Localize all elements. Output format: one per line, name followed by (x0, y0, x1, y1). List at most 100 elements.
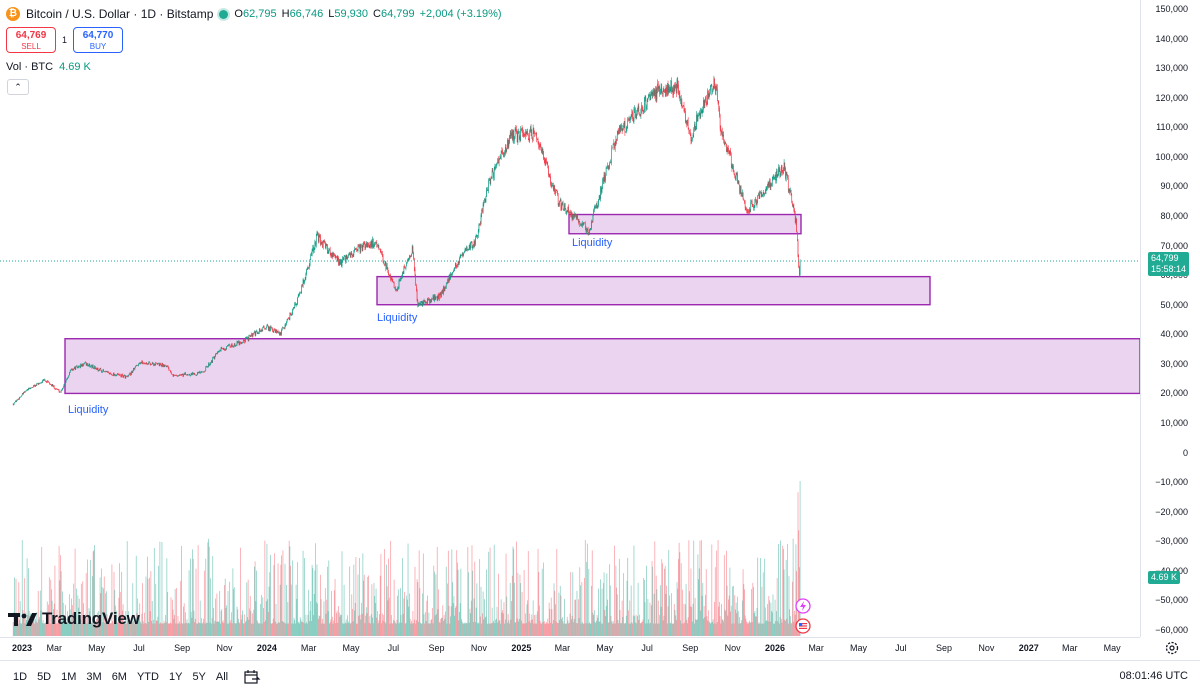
candle-body (147, 363, 148, 365)
candle-body (106, 371, 108, 373)
sell-button[interactable]: 64,769 SELL (6, 27, 56, 53)
volume-bar (368, 622, 370, 636)
clock-timezone[interactable]: 08:01:46 UTC (1119, 670, 1188, 682)
candle-body (535, 132, 537, 134)
candle-body (416, 290, 418, 301)
candle-body (646, 100, 648, 107)
candle-body (60, 390, 62, 393)
range-all-button[interactable]: All (215, 670, 229, 683)
price-axis[interactable]: 150,000 140,000 130,000 120,000 110,000 100,0… (1140, 0, 1200, 637)
volume-bar (119, 563, 120, 636)
candle-body (146, 362, 147, 365)
candle-body (614, 143, 616, 149)
candle-body (760, 191, 762, 195)
candle-body (403, 266, 405, 274)
range-3m-button[interactable]: 3M (86, 670, 102, 683)
range-5d-button[interactable]: 5D (37, 670, 52, 683)
volume-bar (100, 593, 102, 636)
volume-bar (235, 623, 237, 636)
candle-body (160, 363, 161, 366)
liquidity-zone[interactable] (64, 338, 1141, 395)
candle-body (255, 331, 257, 336)
candle-body (105, 371, 106, 372)
range-6m-button[interactable]: 6M (111, 670, 127, 683)
range-5y-button[interactable]: 5Y (192, 670, 206, 683)
volume-bar (274, 621, 276, 636)
candle-body (175, 375, 177, 376)
volume-bar (429, 623, 431, 636)
candle-body (594, 208, 595, 210)
range-ytd-button[interactable]: YTD (136, 670, 159, 683)
volume-bar (212, 556, 214, 636)
candle-body (602, 179, 603, 188)
buy-button[interactable]: 64,770 BUY (73, 27, 124, 53)
candle-body (271, 328, 273, 329)
candle-body (296, 304, 298, 305)
candle-body (46, 381, 47, 383)
candle-body (653, 90, 655, 96)
volume-bar (71, 605, 73, 636)
candle-body (61, 389, 63, 391)
volume-bar (671, 593, 672, 636)
liquidity-zone[interactable] (376, 275, 931, 306)
volume-bar (272, 623, 273, 636)
candle-body (598, 195, 600, 200)
volume-bar (503, 602, 505, 636)
candle-body (225, 348, 227, 350)
candle-body (113, 373, 114, 376)
collapse-legend-button[interactable]: ⌃ (7, 79, 29, 95)
volume-bar (725, 610, 727, 636)
candle-body (705, 96, 706, 101)
volume-bar (205, 558, 207, 636)
candle-body (360, 245, 362, 253)
us-flag-event-icon[interactable] (795, 618, 811, 634)
candle-body (468, 244, 470, 249)
symbol-title[interactable]: Bitcoin / U.S. Dollar · 1D · Bitstamp (26, 7, 214, 21)
volume-bar (392, 623, 394, 636)
candle-body (86, 363, 88, 366)
volume-bar (281, 555, 282, 636)
candle-body (488, 179, 489, 191)
volume-bar (563, 623, 565, 636)
volume-bar (249, 608, 250, 636)
range-1m-button[interactable]: 1M (61, 670, 77, 683)
volume-bar (367, 576, 369, 636)
volume-bar (53, 609, 54, 636)
candle-body (767, 185, 768, 188)
candle-body (781, 166, 783, 171)
candle-body (671, 80, 672, 93)
time-axis[interactable]: 2023 Mar May Jul Sep Nov 2024 Mar May Jul Sep Nov 20… (0, 637, 1140, 657)
candle-body (380, 251, 382, 253)
volume-bar (372, 623, 374, 636)
candle-body (330, 254, 332, 257)
candle-body (523, 132, 525, 135)
volume-bar (771, 610, 772, 636)
range-1d-button[interactable]: 1D (13, 670, 28, 683)
volume-bar (509, 582, 511, 636)
volume-bar (407, 543, 409, 636)
candle-body (293, 307, 294, 309)
candle-body (450, 273, 452, 275)
volume-bar (547, 618, 549, 636)
liquidity-zone[interactable] (568, 213, 802, 235)
gear-icon[interactable] (1164, 640, 1180, 656)
candle-body (277, 330, 278, 333)
go-to-date-icon[interactable] (243, 668, 261, 686)
candle-body (495, 166, 496, 168)
volume-bar (476, 583, 478, 636)
candle-body (295, 304, 297, 306)
volume-bar (593, 615, 595, 636)
candle-body (47, 380, 49, 382)
candle-body (359, 245, 361, 253)
candle-body (56, 388, 57, 390)
price-tick: −40,000 (1155, 566, 1188, 576)
volume-bar (461, 619, 462, 636)
range-1y-button[interactable]: 1Y (168, 670, 183, 683)
candle-body (41, 382, 43, 383)
lightning-event-icon[interactable] (795, 598, 811, 614)
volume-bar (514, 622, 516, 636)
volume-bar (333, 590, 335, 636)
candle-body (71, 368, 72, 370)
candle-body (589, 229, 590, 234)
